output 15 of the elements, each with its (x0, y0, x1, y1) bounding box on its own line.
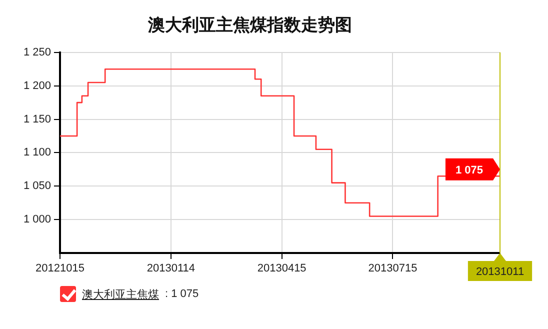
x-tick-label: 20130715 (368, 262, 418, 275)
y-tick-label: 1 250 (23, 46, 51, 58)
y-tick-label: 1 150 (23, 113, 51, 126)
x-tick-label: 20130114 (146, 262, 195, 275)
x-tick-label: 20130415 (257, 262, 306, 275)
y-tick-label: 1 000 (23, 214, 51, 226)
chart-title: 澳大利亚主焦煤指数走势图 (147, 16, 352, 36)
y-tick-label: 1 200 (23, 80, 51, 92)
x-tick-label: 20121015 (36, 262, 84, 275)
legend-label: 澳大利亚主焦煤 (82, 288, 159, 302)
y-tick-label: 1 100 (23, 146, 51, 159)
ref-line-label: 20131011 (476, 266, 524, 278)
text: : 1 075 (165, 288, 199, 300)
y-tick-label: 1 050 (23, 180, 51, 192)
annotation: 1 075 (455, 164, 483, 176)
